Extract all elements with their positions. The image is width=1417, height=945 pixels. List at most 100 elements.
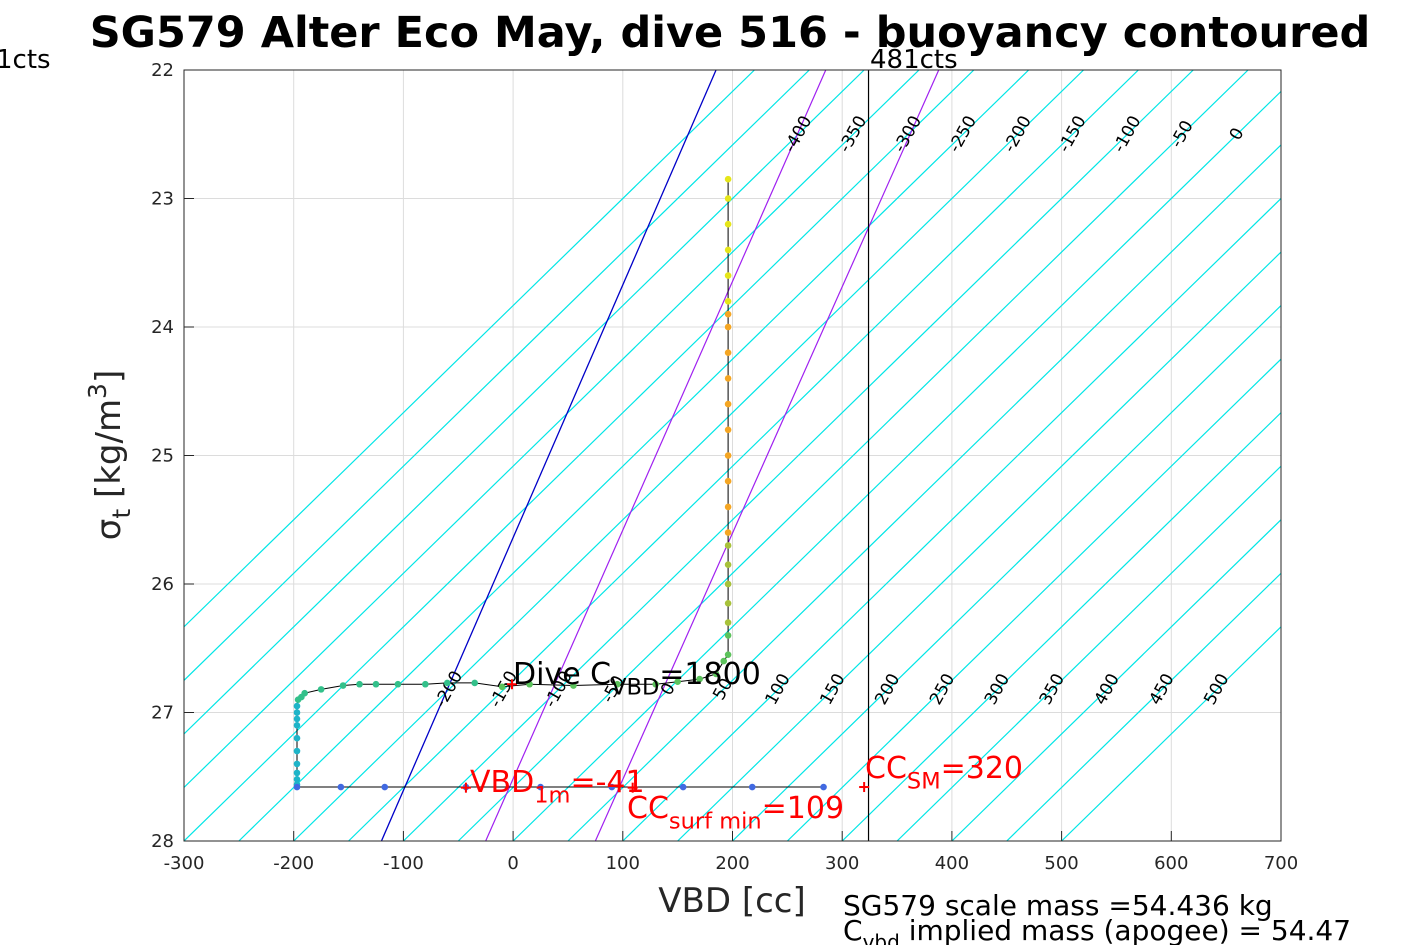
data-point — [372, 680, 380, 688]
annotation-cc-surf-min-subscript: surf min — [669, 809, 762, 835]
clipped-layer: -400-350-300-250-200-150-100-50050100150… — [184, 70, 1306, 841]
buoyancy-contour-line — [238, 70, 1030, 841]
buoyancy-contour-line — [293, 70, 1084, 841]
data-point — [537, 783, 544, 791]
y-axis-superscript: 3 — [83, 383, 112, 399]
annotation-cc-sm-subscript: SM — [907, 769, 941, 795]
data-point — [294, 696, 302, 703]
buoyancy-contour-line — [184, 70, 755, 628]
data-point — [337, 783, 345, 791]
y-axis-close: ] — [89, 370, 129, 383]
buoyancy-contour-line — [402, 70, 1194, 841]
footer-vbd-subscript: vbd — [863, 930, 900, 945]
x-tick-label: 0 — [507, 853, 518, 874]
data-point — [608, 783, 616, 791]
y-tick-label: 27 — [151, 703, 174, 724]
buoyancy-contour-line — [1006, 572, 1281, 841]
data-point — [293, 702, 301, 710]
data-point — [724, 426, 732, 434]
annotation-dive-c-vbd-subscript: VBD — [611, 675, 659, 701]
data-point — [339, 682, 347, 689]
data-point — [724, 400, 732, 408]
footer-implied-mass: Cvbd implied mass (apogee) = 54.47 — [843, 914, 1351, 945]
data-point — [724, 477, 732, 485]
y-tick-label: 25 — [151, 446, 174, 467]
footer-implied-text: implied mass (apogee) = 54.47 — [900, 914, 1351, 945]
buoyancy-contour-line — [1061, 625, 1281, 841]
data-point — [381, 783, 389, 791]
annotation-cc-sm: CCSM=320 — [865, 751, 1023, 795]
buoyancy-contour-line — [841, 411, 1281, 841]
contour-label: 50 — [1278, 120, 1306, 149]
annotation-cc-surf-min-main: CC — [627, 791, 669, 826]
annotation-dive-c-vbd-value: =1800 — [659, 657, 760, 692]
data-point — [317, 686, 325, 693]
purple-reference-line — [485, 70, 827, 841]
buoyancy-contour-line — [512, 90, 1281, 841]
data-point — [724, 632, 732, 639]
data-point — [471, 679, 479, 687]
footer-c-label: C — [843, 914, 863, 945]
annotation-cc-surf-min-value: =109 — [762, 791, 844, 826]
data-point — [526, 680, 533, 688]
buoyancy-contour-line — [184, 70, 810, 682]
data-point — [293, 776, 301, 783]
data-point — [614, 680, 621, 688]
data-point — [422, 680, 429, 688]
data-point — [724, 195, 732, 202]
data-point — [724, 272, 732, 279]
x-tick-label: -100 — [383, 853, 424, 874]
data-point — [293, 769, 301, 777]
y-axis-unit: [kg/m — [89, 399, 129, 509]
data-point — [820, 783, 827, 791]
data-point — [724, 220, 732, 228]
data-point — [293, 760, 301, 768]
annotation-dive-c-vbd-main: Dive C — [513, 657, 611, 692]
y-tick-label: 23 — [151, 189, 174, 210]
annotation-vbd-1m-subscript: 1m — [534, 783, 570, 809]
buoyancy-contour-line — [184, 70, 920, 789]
data-point — [712, 670, 720, 678]
y-tick-label: 22 — [151, 60, 174, 81]
annotation-cc-sm-main: CC — [865, 751, 907, 786]
annotation-cc-sm-value: =320 — [941, 751, 1023, 786]
annotation-cc-surf-min: CCsurf min=109 — [627, 791, 844, 835]
x-tick-label: -300 — [164, 853, 205, 874]
buoyancy-contour-line — [951, 518, 1281, 841]
data-point — [724, 503, 732, 511]
data-point — [356, 680, 363, 688]
data-point — [724, 349, 732, 357]
data-point — [724, 375, 732, 382]
data-point — [293, 734, 301, 742]
data-point — [443, 679, 451, 687]
data-point — [724, 619, 732, 626]
data-point — [720, 657, 728, 665]
x-tick-label: 500 — [1044, 853, 1078, 874]
data-point — [652, 680, 660, 688]
chart-title: SG579 Alter Eco May, dive 516 - buoyancy… — [90, 8, 1371, 58]
data-point — [724, 561, 732, 569]
zero-buoyancy-line — [380, 70, 717, 841]
buoyancy-contour-line — [786, 358, 1281, 841]
data-point — [724, 599, 732, 607]
buoyancy-contour-line — [622, 197, 1281, 841]
data-point — [724, 298, 732, 305]
x-tick-label: 700 — [1264, 853, 1298, 874]
buoyancy-contour-line — [896, 465, 1281, 841]
data-point — [570, 682, 577, 689]
data-point — [724, 651, 732, 658]
y-axis-label: σt [kg/m3] — [83, 370, 136, 540]
data-point — [674, 678, 681, 685]
data-point — [724, 580, 732, 588]
data-point — [394, 680, 402, 688]
y-axis-subscript: t — [107, 509, 136, 519]
data-point — [748, 783, 756, 791]
data-point — [724, 310, 732, 318]
data-point — [293, 715, 301, 723]
x-tick-label: 600 — [1154, 853, 1188, 874]
annotation-vbd-1m-main: VBD — [470, 765, 534, 800]
buoyancy-contour-line — [348, 70, 1139, 841]
x-tick-label: -200 — [273, 853, 314, 874]
purple-reference-line — [594, 70, 940, 841]
